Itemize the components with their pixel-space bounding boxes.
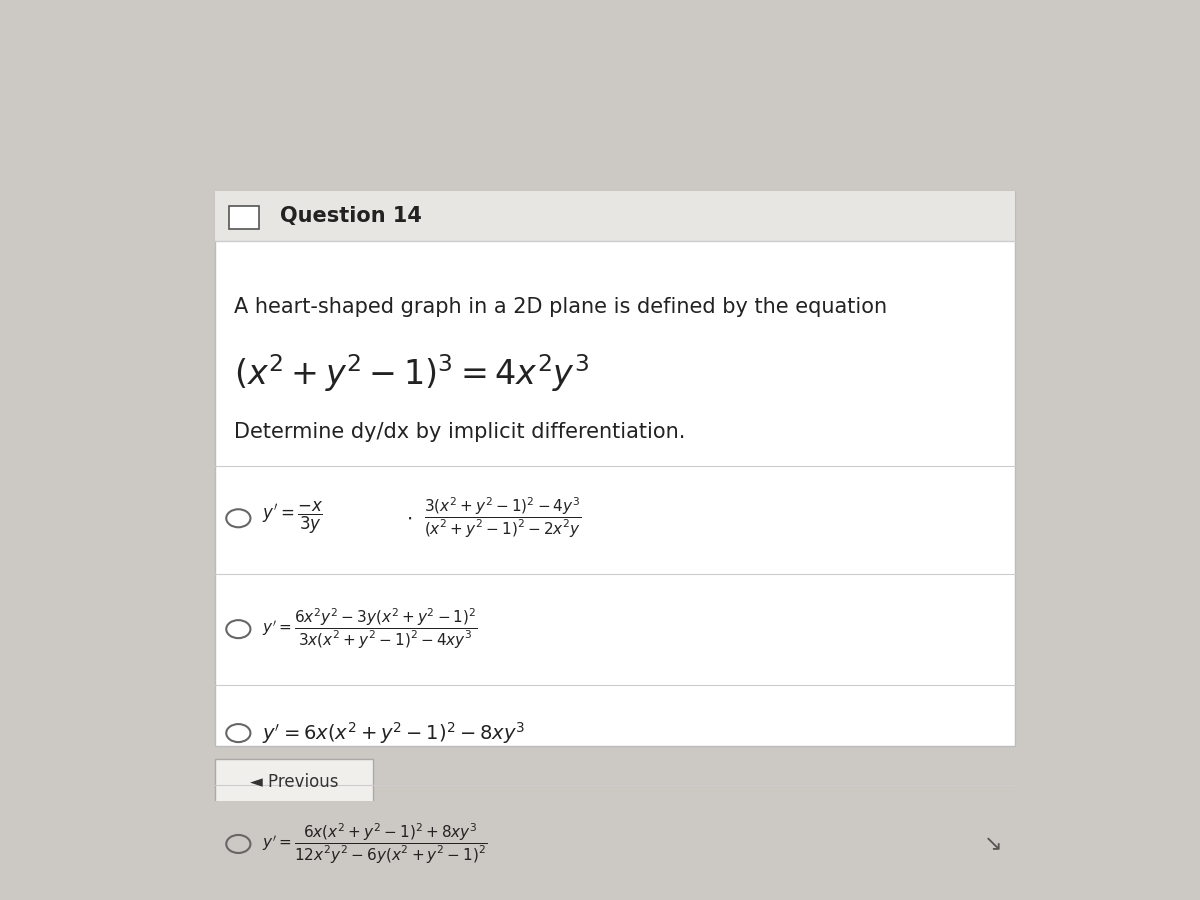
Bar bbox=[215, 191, 1015, 745]
Text: Question 14: Question 14 bbox=[281, 206, 422, 226]
Bar bbox=[215, 760, 373, 805]
Text: $\dfrac{3(x^2+y^2-1)^2-4y^3}{(x^2+y^2-1)^2-2x^2y}$: $\dfrac{3(x^2+y^2-1)^2-4y^3}{(x^2+y^2-1)… bbox=[425, 496, 582, 540]
Text: ◄ Previous: ◄ Previous bbox=[250, 773, 338, 791]
Text: $y' = 6x(x^2 + y^2 - 1)^2 - 8xy^3$: $y' = 6x(x^2 + y^2 - 1)^2 - 8xy^3$ bbox=[262, 720, 524, 746]
Bar bbox=[229, 206, 259, 229]
Text: Determine dy/dx by implicit differentiation.: Determine dy/dx by implicit differentiat… bbox=[234, 421, 685, 442]
Text: $y' = \dfrac{6x^2y^2-3y(x^2+y^2-1)^2}{3x(x^2+y^2-1)^2-4xy^3}$: $y' = \dfrac{6x^2y^2-3y(x^2+y^2-1)^2}{3x… bbox=[262, 607, 478, 652]
Text: $y' = \dfrac{6x(x^2+y^2-1)^2+8xy^3}{12x^2y^2-6y(x^2+y^2-1)^2}$: $y' = \dfrac{6x(x^2+y^2-1)^2+8xy^3}{12x^… bbox=[262, 822, 487, 866]
Text: $y' = \dfrac{-x}{3y}$: $y' = \dfrac{-x}{3y}$ bbox=[262, 500, 323, 536]
Text: $(x^2 + y^2 - 1)^3 = 4x^2y^3$: $(x^2 + y^2 - 1)^3 = 4x^2y^3$ bbox=[234, 352, 589, 393]
Text: A heart-shaped graph in a 2D plane is defined by the equation: A heart-shaped graph in a 2D plane is de… bbox=[234, 297, 887, 317]
Text: $\cdot$: $\cdot$ bbox=[406, 508, 412, 527]
Text: $\searrow$: $\searrow$ bbox=[979, 834, 1001, 854]
Bar bbox=[215, 191, 1015, 241]
